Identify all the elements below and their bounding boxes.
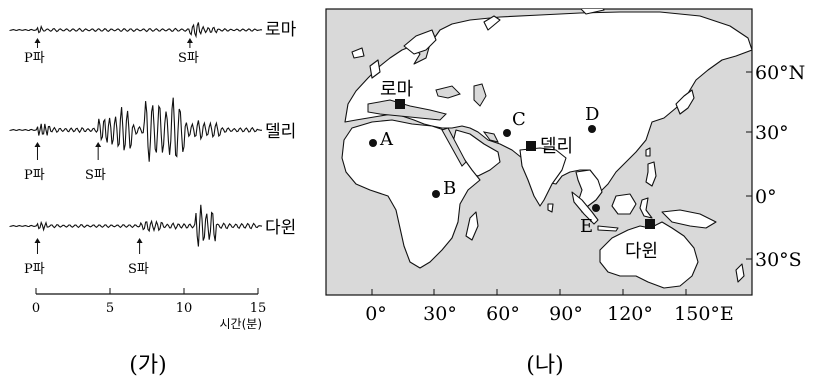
land-japan xyxy=(675,89,695,115)
point-a-dot xyxy=(369,139,377,147)
p-wave-label-darwin: P파 xyxy=(24,262,45,277)
land-philippines xyxy=(645,161,657,187)
map-station-darwin: 다윈 xyxy=(625,241,658,262)
land-madagascar xyxy=(465,211,479,241)
station-marker-delhi xyxy=(526,141,536,151)
point-c-label: C xyxy=(512,109,526,130)
lon-tick-60: 60° xyxy=(486,303,520,325)
station-label-darwin: 다윈 xyxy=(265,218,296,238)
time-tick-15: 15 xyxy=(250,301,267,316)
p-arrival-arrow-rome xyxy=(34,38,41,48)
lat-tick-30: 30° xyxy=(755,122,789,144)
point-b-dot xyxy=(432,190,440,198)
point-d-label: D xyxy=(585,104,599,125)
lat-tick-0: 0° xyxy=(755,186,777,208)
arrival-markers xyxy=(34,38,193,254)
time-axis-label: 시간(분) xyxy=(220,317,262,331)
map-panel: 0° 30° 60° 90° 120° 150°E 60°N 30° 0° 30… xyxy=(325,8,805,378)
seismogram-trace-delhi xyxy=(9,97,263,162)
land-britain xyxy=(369,59,381,79)
map-station-delhi: 델리 xyxy=(540,136,573,157)
land-australia xyxy=(599,221,699,289)
land-novaya-zemlya xyxy=(483,15,501,31)
lon-tick-120: 120° xyxy=(607,303,653,325)
p-wave-label-rome: P파 xyxy=(24,51,45,66)
land-severnaya xyxy=(580,9,605,15)
land-iceland xyxy=(351,47,365,59)
lon-tick-0: 0° xyxy=(365,303,387,325)
point-d-dot xyxy=(588,125,596,133)
seismogram-traces xyxy=(9,22,263,247)
lat-tick-30s: 30°S xyxy=(755,249,802,271)
s-wave-label-rome: S파 xyxy=(178,51,199,66)
panel-caption-ga: (가) xyxy=(129,353,166,378)
point-b-label: B xyxy=(443,178,456,199)
s-wave-label-delhi: S파 xyxy=(85,168,106,183)
land-nz xyxy=(735,263,745,283)
sea-persian-gulf xyxy=(482,131,499,143)
lon-tick-90: 90° xyxy=(549,303,583,325)
lon-tick-150: 150°E xyxy=(674,303,734,325)
time-tick-5: 5 xyxy=(106,301,114,316)
land-india xyxy=(519,147,567,207)
land-sumatra xyxy=(571,191,599,225)
land-borneo xyxy=(611,193,637,215)
sea-black xyxy=(435,85,461,99)
s-arrival-arrow-rome xyxy=(186,38,193,48)
time-axis-ticks xyxy=(35,288,259,294)
station-label-delhi: 델리 xyxy=(265,122,296,142)
land-africa xyxy=(341,119,481,269)
station-label-rome: 로마 xyxy=(265,20,297,40)
point-c-dot xyxy=(503,129,511,137)
sea-caspian xyxy=(473,83,487,107)
land-sulawesi xyxy=(639,197,653,219)
point-a-label: A xyxy=(379,129,394,150)
station-marker-rome xyxy=(395,99,405,109)
p-arrival-arrow-darwin xyxy=(34,238,41,254)
p-wave-label-delhi: P파 xyxy=(24,168,45,183)
s-arrival-arrow-darwin xyxy=(136,238,143,254)
map-land xyxy=(341,9,752,289)
station-marker-darwin xyxy=(645,219,655,229)
s-arrival-arrow-delhi xyxy=(95,142,102,160)
p-arrival-arrow-delhi xyxy=(34,142,41,160)
seismogram-trace-darwin xyxy=(9,204,263,247)
land-new-guinea xyxy=(661,209,717,229)
time-tick-0: 0 xyxy=(32,301,40,316)
s-wave-label-darwin: S파 xyxy=(128,262,149,277)
map-axis-ticks xyxy=(371,71,752,295)
lat-tick-60n: 60°N xyxy=(755,62,805,84)
map-inland-seas xyxy=(367,83,499,167)
land-scandinavia xyxy=(403,29,437,55)
panel-caption-na: (나) xyxy=(526,353,563,378)
seismogram-trace-rome xyxy=(9,22,263,39)
map-station-rome: 로마 xyxy=(380,79,414,100)
sea-red xyxy=(441,127,467,167)
land-java xyxy=(597,225,619,232)
point-e-label: E xyxy=(580,216,593,237)
land-sri-lanka xyxy=(547,203,554,213)
land-taiwan xyxy=(645,147,651,157)
point-e-dot xyxy=(592,204,600,212)
lon-tick-30: 30° xyxy=(423,303,457,325)
time-tick-10: 10 xyxy=(176,301,193,316)
seismogram-panel: 로마 델리 다윈 P파 S파 P파 S파 P파 S파 0 5 10 15 시간(… xyxy=(9,20,297,378)
